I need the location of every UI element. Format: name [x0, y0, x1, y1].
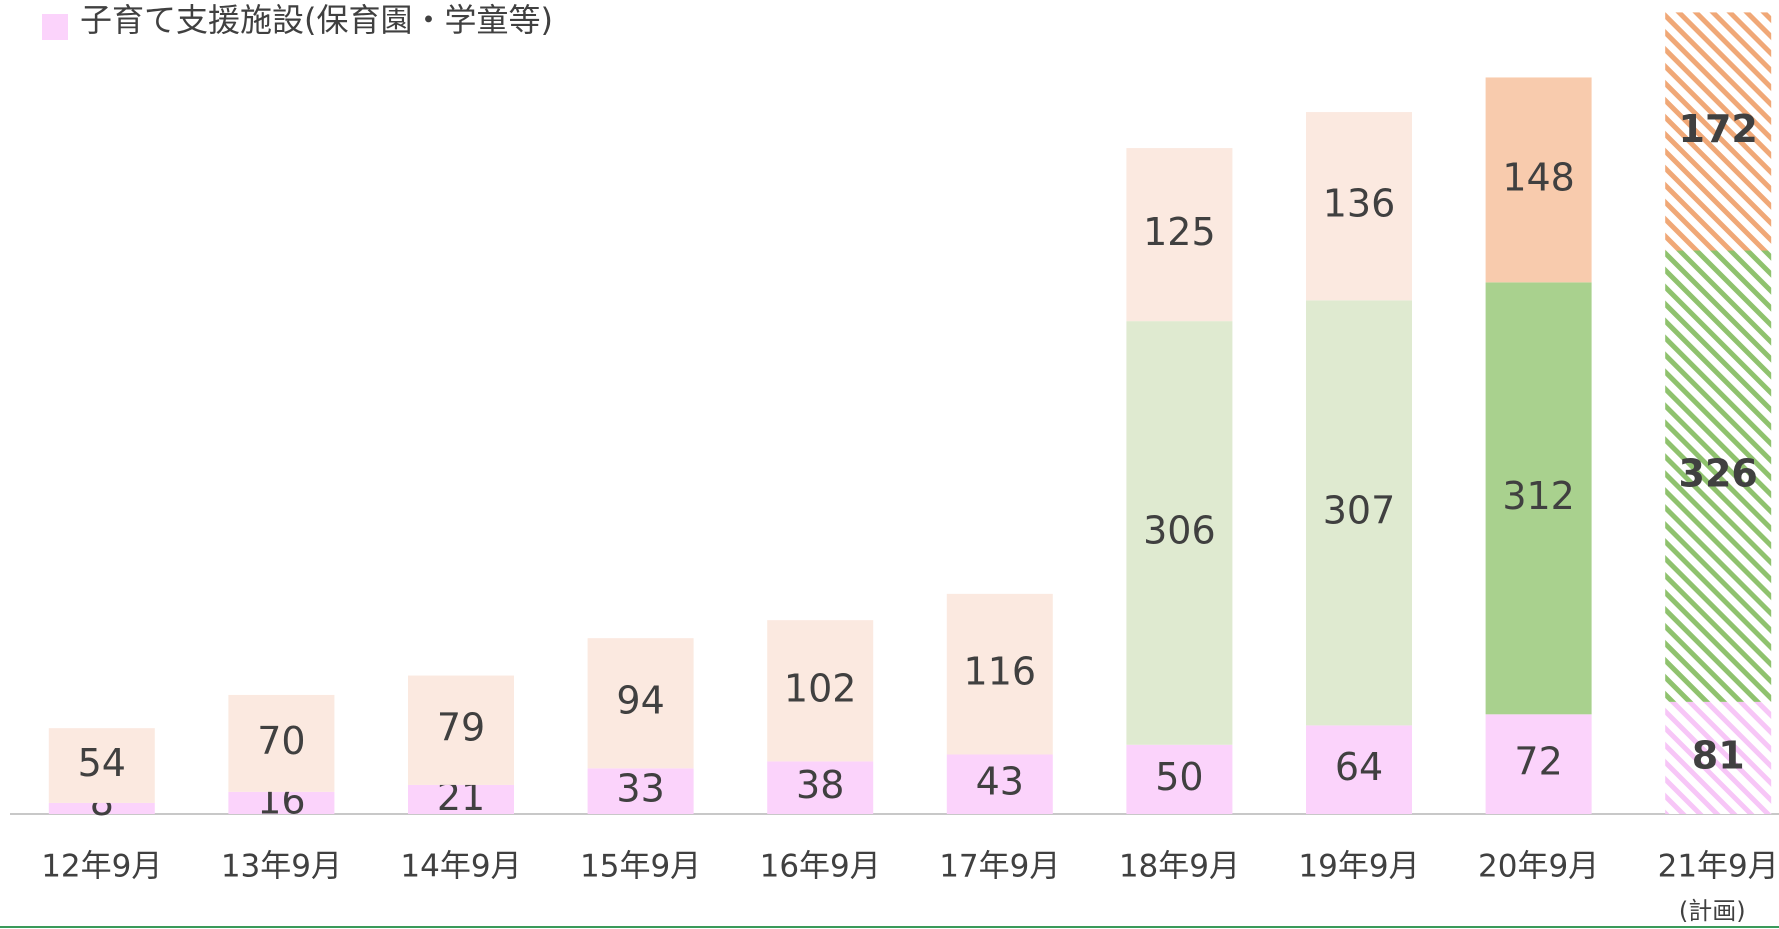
x-tick-label: 12年9月 [41, 849, 162, 885]
x-tick-label: 14年9月 [400, 849, 521, 885]
value-label: 307 [1323, 488, 1396, 532]
x-tick-label: 16年9月 [760, 849, 881, 885]
bar-segment [48, 728, 155, 803]
value-label: 33 [616, 767, 664, 811]
bar-segment [408, 675, 514, 785]
x-tick-label: 15年9月 [580, 849, 701, 885]
bar-segment [48, 802, 155, 814]
value-label: 50 [1155, 755, 1203, 799]
value-label: 81 [1692, 733, 1745, 777]
bar-segment [1126, 744, 1233, 814]
value-label: 54 [78, 741, 126, 785]
bar-segment [1306, 725, 1412, 814]
bar-segment [1485, 282, 1592, 715]
value-label: 38 [796, 763, 844, 807]
value-label: 79 [437, 706, 485, 750]
bar-segment [587, 768, 694, 814]
x-tick-label: 18年9月 [1119, 849, 1240, 885]
value-label: 306 [1143, 508, 1216, 552]
value-label: 72 [1514, 740, 1562, 784]
bar-segment [767, 761, 874, 814]
x-tick-label: 20年9月 [1478, 849, 1599, 885]
bar-segment [1306, 112, 1412, 301]
x-tick-label: 13年9月 [221, 849, 342, 885]
value-label: 116 [964, 650, 1037, 694]
legend-label: 子育て支援施設(保育園・学童等) [80, 1, 553, 39]
bar-segment [946, 754, 1053, 814]
value-label: 136 [1323, 182, 1396, 226]
bar-segment [1485, 714, 1592, 814]
bar-segment [1665, 250, 1772, 702]
bar-segment [1665, 701, 1772, 814]
value-label: 64 [1335, 745, 1383, 789]
bar-segment [946, 593, 1053, 755]
bar-segment [587, 638, 694, 769]
bar-segment [408, 784, 514, 814]
value-label: 148 [1502, 155, 1575, 199]
value-label: 94 [616, 679, 664, 723]
value-label: 102 [784, 666, 857, 710]
bar-segment [1485, 77, 1592, 283]
bar-segment [1126, 321, 1233, 745]
bar-segment [767, 620, 874, 762]
x-tick-label: 21年9月 [1658, 849, 1779, 885]
value-label: 125 [1143, 210, 1216, 254]
bar-segment [228, 694, 335, 792]
annotation: (計画) [1679, 897, 1746, 925]
value-label: 312 [1502, 474, 1575, 518]
x-tick-label: 19年9月 [1298, 849, 1419, 885]
bar-segment [228, 791, 335, 814]
bar-segment [1306, 300, 1412, 726]
legend-swatch [42, 14, 68, 40]
value-label: 43 [976, 760, 1024, 804]
bar-segment [1665, 12, 1772, 251]
value-label: 326 [1679, 452, 1758, 496]
value-label: 70 [257, 719, 305, 763]
bar-segment [1126, 148, 1233, 322]
x-tick-label: 17年9月 [939, 849, 1060, 885]
value-label: 172 [1679, 107, 1758, 151]
